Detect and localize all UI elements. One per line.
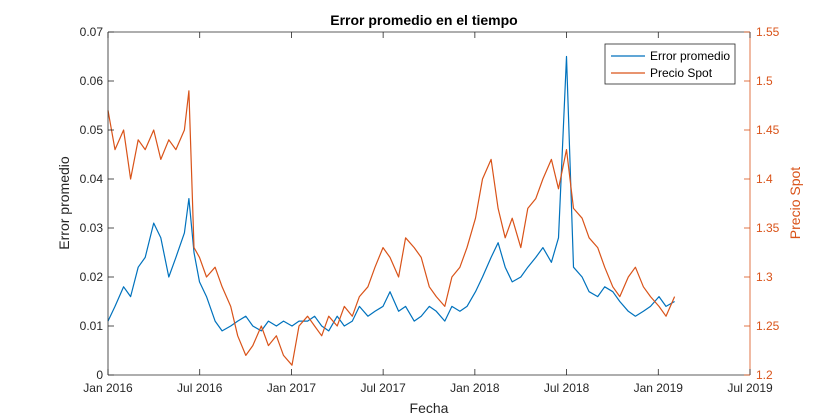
y-left-tick-label: 0.04	[80, 172, 104, 186]
series-line-precio-spot	[107, 90, 676, 366]
x-tick-label: Jan 2016	[83, 381, 133, 395]
y-left-tick-label: 0	[96, 368, 103, 382]
y-right-tick-label: 1.25	[756, 319, 780, 333]
axes-layer: Jan 2016 Jul 2016 Jan 2017 Jul 2017 Jan 2018…	[80, 25, 780, 395]
y-right-tick-label: 1.45	[756, 123, 780, 137]
y-right-axis-title: Precio Spot	[787, 167, 803, 239]
plot-area	[108, 32, 750, 375]
y-left-tick-label: 0.03	[80, 221, 104, 235]
chart-title: Error promedio en el tiempo	[330, 12, 517, 28]
legend-label-error-promedio: Error promedio	[650, 49, 730, 63]
x-tick-label: Jan 2017	[267, 381, 317, 395]
y-right-tick-label: 1.55	[756, 25, 780, 39]
y-left-tick-label: 0.01	[80, 319, 104, 333]
y-right-tick-label: 1.5	[756, 74, 773, 88]
y-right-tick-label: 1.3	[756, 270, 773, 284]
y-left-axis-title: Error promedio	[56, 156, 72, 250]
y-right-tick-label: 1.35	[756, 221, 780, 235]
legend-label-precio-spot: Precio Spot	[650, 66, 713, 80]
y-left-tick-label: 0.07	[80, 25, 104, 39]
series-layer	[107, 55, 676, 366]
y-left-tick-label: 0.06	[80, 74, 104, 88]
y-left-tick-label: 0.05	[80, 123, 104, 137]
y-left-tick-label: 0.02	[80, 270, 104, 284]
x-tick-label: Jul 2017	[360, 381, 406, 395]
series-line-error-promedio	[107, 55, 675, 332]
x-axis-title: Fecha	[410, 400, 449, 416]
x-tick-label: Jul 2016	[177, 381, 223, 395]
legend: Error promedio Precio Spot	[604, 43, 736, 85]
y-right-tick-label: 1.4	[756, 172, 773, 186]
x-tick-label: Jul 2018	[544, 381, 590, 395]
x-tick-label: Jul 2019	[727, 381, 773, 395]
x-tick-label: Jan 2019	[634, 381, 684, 395]
y-right-tick-label: 1.2	[756, 368, 773, 382]
legend-box	[604, 43, 736, 85]
x-tick-label: Jan 2018	[450, 381, 500, 395]
